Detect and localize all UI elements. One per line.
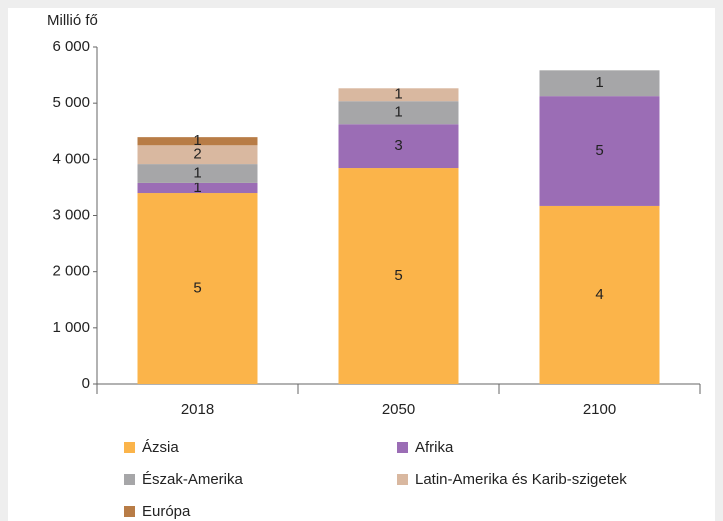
bar-segment bbox=[539, 70, 660, 97]
legend-swatch bbox=[124, 506, 135, 517]
y-tick-label: 0 bbox=[82, 375, 90, 392]
y-tick-label: 1 000 bbox=[52, 319, 90, 336]
x-tick-label: 2100 bbox=[583, 401, 616, 418]
legend-label: Latin-Amerika és Karib-szigetek bbox=[415, 471, 627, 488]
segment-label: 1 bbox=[193, 164, 201, 181]
segment-label: 5 bbox=[193, 279, 201, 296]
x-tick-label: 2050 bbox=[382, 401, 415, 418]
legend-swatch bbox=[124, 442, 135, 453]
legend-label: Ázsia bbox=[142, 439, 179, 456]
bar-segment bbox=[338, 88, 459, 102]
x-tick-label: 2018 bbox=[181, 401, 214, 418]
y-tick-label: 3 000 bbox=[52, 206, 90, 223]
bar-segment bbox=[137, 193, 258, 384]
segment-label: 4 bbox=[595, 286, 603, 303]
bar-segment bbox=[539, 205, 660, 384]
y-tick-label: 2 000 bbox=[52, 263, 90, 280]
segment-label: 1 bbox=[193, 132, 201, 149]
legend-swatch bbox=[124, 474, 135, 485]
legend-label: Észak-Amerika bbox=[142, 471, 244, 488]
y-tick-label: 4 000 bbox=[52, 150, 90, 167]
bar-segment bbox=[539, 96, 660, 206]
bar-segment bbox=[137, 137, 258, 146]
segment-label: 2 bbox=[193, 146, 201, 163]
bar-segment bbox=[137, 182, 258, 194]
legend-swatch bbox=[397, 474, 408, 485]
segment-label: 5 bbox=[595, 142, 603, 159]
bar-segment bbox=[338, 101, 459, 125]
segment-label: 3 bbox=[394, 137, 402, 154]
segment-label: 1 bbox=[394, 86, 402, 103]
legend-label: Afrika bbox=[415, 439, 454, 456]
segment-label: 1 bbox=[394, 104, 402, 121]
segment-label: 1 bbox=[193, 179, 201, 196]
segment-label: 1 bbox=[595, 74, 603, 91]
bar-segment bbox=[137, 145, 258, 165]
bar-segment bbox=[137, 164, 258, 183]
legend-label: Európa bbox=[142, 503, 191, 520]
bar-segment bbox=[338, 124, 459, 169]
y-tick-label: 6 000 bbox=[52, 38, 90, 55]
y-tick-label: 5 000 bbox=[52, 94, 90, 111]
y-axis-label: Millió fő bbox=[47, 12, 98, 29]
segment-label: 5 bbox=[394, 267, 402, 284]
bar-segment bbox=[338, 168, 459, 384]
legend-swatch bbox=[397, 442, 408, 453]
